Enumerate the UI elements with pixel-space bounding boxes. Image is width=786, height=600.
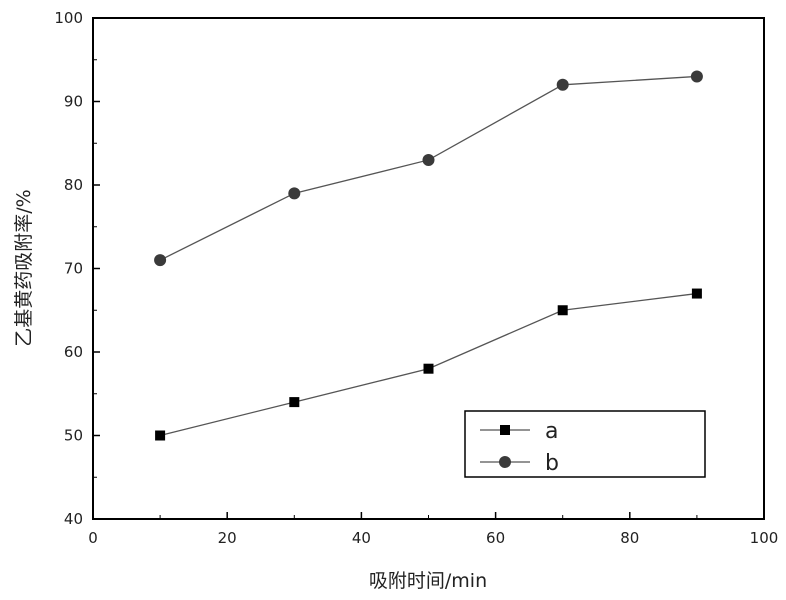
x-tick-label: 20	[218, 529, 237, 547]
data-point-a	[558, 305, 568, 315]
data-point-b	[691, 70, 703, 82]
data-point-b	[423, 154, 435, 166]
y-tick-label: 90	[64, 93, 83, 111]
x-tick-label: 40	[352, 529, 371, 547]
data-point-a	[692, 289, 702, 299]
y-tick-label: 60	[64, 343, 83, 361]
legend-marker-b	[499, 456, 511, 468]
x-tick-label: 0	[88, 529, 98, 547]
data-point-a	[155, 431, 165, 441]
y-tick-label: 80	[64, 176, 83, 194]
x-axis-title: 吸附时间/min	[369, 570, 487, 592]
legend-marker-a	[500, 425, 510, 435]
y-axis-title: 乙基黄药吸附率/%	[13, 189, 35, 346]
x-tick-label: 100	[750, 529, 779, 547]
legend-label-a: a	[545, 419, 558, 444]
series-line-b	[160, 76, 697, 260]
legend: a b	[465, 411, 705, 477]
data-point-a	[289, 397, 299, 407]
x-tick-label: 80	[620, 529, 639, 547]
y-tick-label: 100	[54, 9, 83, 27]
y-tick-label: 40	[64, 510, 83, 528]
data-point-b	[154, 254, 166, 266]
series-b	[154, 70, 703, 266]
legend-box	[465, 411, 705, 477]
data-point-b	[557, 79, 569, 91]
x-tick-label: 60	[486, 529, 505, 547]
y-tick-label: 70	[64, 260, 83, 278]
data-point-b	[288, 187, 300, 199]
legend-label-b: b	[545, 451, 559, 476]
series-layer	[154, 70, 703, 440]
data-point-a	[424, 364, 434, 374]
y-tick-label: 50	[64, 427, 83, 445]
